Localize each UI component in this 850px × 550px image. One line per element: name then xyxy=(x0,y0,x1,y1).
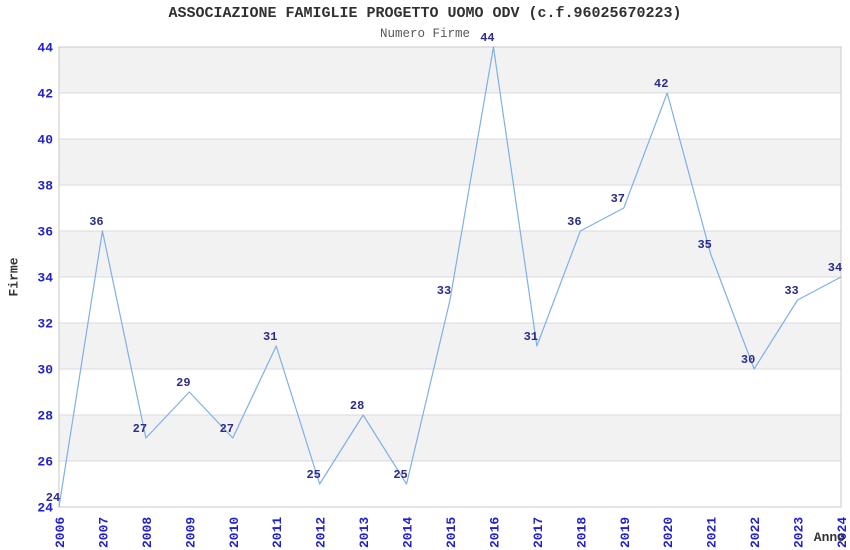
x-tick-label: 2022 xyxy=(748,517,763,548)
x-tick-label: 2009 xyxy=(183,517,198,548)
y-tick-label: 44 xyxy=(37,41,53,56)
x-axis-title: Anno xyxy=(813,530,845,545)
plot-band xyxy=(59,47,841,93)
data-point-label: 35 xyxy=(697,238,711,252)
plot-band xyxy=(59,139,841,185)
data-point-label: 28 xyxy=(350,399,364,413)
y-axis-title: Firme xyxy=(6,257,22,297)
data-point-label: 24 xyxy=(46,491,60,505)
x-tick-label: 2010 xyxy=(227,517,242,548)
data-point-label: 36 xyxy=(567,215,581,229)
plot-band xyxy=(59,93,841,139)
y-tick-label: 30 xyxy=(37,363,53,378)
x-tick-label: 2015 xyxy=(444,517,459,548)
data-point-label: 42 xyxy=(654,77,668,91)
y-tick-label: 34 xyxy=(37,271,53,286)
x-tick-label: 2006 xyxy=(53,517,68,548)
data-point-label: 25 xyxy=(306,468,320,482)
data-point-label: 31 xyxy=(263,330,277,344)
y-tick-label: 38 xyxy=(37,179,53,194)
x-tick-label: 2012 xyxy=(314,517,329,548)
y-tick-label: 42 xyxy=(37,87,53,102)
x-tick-label: 2014 xyxy=(401,517,416,548)
x-tick-label: 2016 xyxy=(487,517,502,548)
chart-title: ASSOCIAZIONE FAMIGLIE PROGETTO UOMO ODV … xyxy=(168,5,682,22)
data-point-label: 34 xyxy=(828,261,842,275)
data-point-label: 33 xyxy=(784,284,798,298)
x-tick-label: 2020 xyxy=(661,517,676,548)
data-point-label: 27 xyxy=(133,422,147,436)
data-point-label: 27 xyxy=(220,422,234,436)
data-point-label: 44 xyxy=(480,31,494,45)
data-point-label: 31 xyxy=(524,330,538,344)
data-point-label: 25 xyxy=(393,468,407,482)
data-point-label: 33 xyxy=(437,284,451,298)
x-tick-label: 2007 xyxy=(96,517,111,548)
plot-band xyxy=(59,323,841,369)
y-tick-label: 40 xyxy=(37,133,53,148)
y-tick-label: 24 xyxy=(37,501,53,516)
plot-band xyxy=(59,231,841,277)
chart-subtitle: Numero Firme xyxy=(379,27,470,41)
x-tick-label: 2018 xyxy=(574,517,589,548)
data-point-label: 37 xyxy=(611,192,625,206)
plot-band xyxy=(59,185,841,231)
x-tick-label: 2024 xyxy=(835,517,850,548)
y-tick-label: 28 xyxy=(37,409,53,424)
x-tick-label: 2011 xyxy=(270,517,285,548)
plot-band xyxy=(59,461,841,507)
x-tick-label: 2019 xyxy=(618,517,633,548)
x-tick-label: 2021 xyxy=(705,517,720,548)
y-tick-label: 36 xyxy=(37,225,53,240)
x-tick-label: 2008 xyxy=(140,517,155,548)
y-tick-label: 26 xyxy=(37,455,53,470)
series-line xyxy=(58,46,842,508)
data-point-label: 36 xyxy=(89,215,103,229)
data-point-label: 29 xyxy=(176,376,190,390)
x-tick-label: 2023 xyxy=(792,517,807,548)
data-point-label: 30 xyxy=(741,353,755,367)
x-tick-label: 2017 xyxy=(531,517,546,548)
plot-band xyxy=(59,415,841,461)
y-tick-label: 32 xyxy=(37,317,53,332)
x-tick-label: 2013 xyxy=(357,517,372,548)
